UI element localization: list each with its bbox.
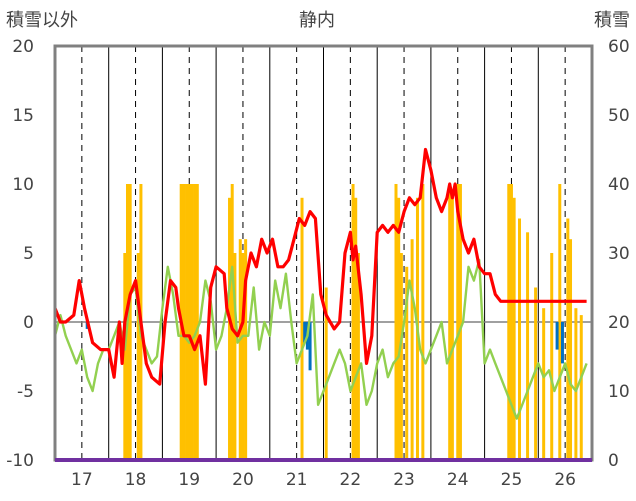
snow-bar	[569, 239, 573, 460]
snow-bar	[241, 253, 245, 460]
snow-bar	[397, 197, 401, 461]
snow-bar	[574, 308, 578, 460]
x-tick-label: 21	[286, 470, 308, 490]
snow-bar	[228, 197, 232, 461]
snow-bar	[405, 266, 409, 460]
snow-bar	[526, 232, 530, 460]
snow-bar	[230, 184, 234, 460]
snow-bar	[190, 184, 194, 460]
y-right-tick-label: 10	[608, 382, 630, 402]
snow-bar	[195, 184, 199, 460]
snow-bar	[351, 184, 355, 460]
y-left-tick-label: -5	[17, 382, 34, 402]
negative-bar	[555, 322, 559, 350]
snow-bar	[128, 184, 132, 460]
x-tick-label: 25	[501, 470, 523, 490]
y-left-tick-label: 5	[23, 244, 34, 264]
snow-bar	[518, 218, 522, 460]
x-tick-label: 18	[125, 470, 147, 490]
y-left-tick-label: 15	[12, 106, 34, 126]
snow-bar	[136, 253, 140, 460]
snow-bar	[410, 239, 414, 460]
snow-bar	[244, 239, 248, 460]
snow-bar	[579, 315, 583, 460]
snow-bar	[448, 184, 452, 460]
snow-bar	[123, 253, 127, 460]
snow-bar	[507, 184, 511, 460]
snow-bar	[399, 253, 403, 460]
x-tick-label: 19	[178, 470, 200, 490]
snow-bar	[542, 308, 546, 460]
negative-bar	[303, 322, 307, 343]
x-tick-label: 22	[340, 470, 362, 490]
y-right-tick-label: 30	[608, 244, 630, 264]
y-right-tick-label: 40	[608, 175, 630, 195]
snow-bar	[456, 184, 460, 460]
y-right-tick-label: 50	[608, 106, 630, 126]
series-line	[53, 147, 587, 386]
y-left-tick-label: 0	[23, 313, 34, 333]
snow-bar	[566, 218, 570, 460]
frame-layer	[53, 44, 594, 462]
y-right-tick-label: 20	[608, 313, 630, 333]
snow-bar	[450, 197, 454, 461]
snow-bar	[233, 253, 237, 460]
snow-bar	[193, 184, 197, 460]
snow-bar	[187, 184, 191, 460]
snow-bar	[324, 287, 328, 460]
snow-bar	[534, 287, 538, 460]
negative-bar	[308, 322, 312, 371]
x-tick-label: 17	[71, 470, 93, 490]
chart-title: 静内	[299, 10, 335, 31]
y-left-tick-label: -10	[6, 451, 34, 471]
y-right-tick-label: 60	[608, 37, 630, 57]
snow-bar	[238, 239, 242, 460]
snow-bar	[509, 184, 513, 460]
lines-layer	[53, 147, 588, 420]
snow-bar	[182, 184, 186, 460]
snow-bar	[300, 197, 304, 461]
x-tick-label: 24	[447, 470, 469, 490]
snow-bar	[512, 197, 516, 461]
snow-bar	[185, 184, 189, 460]
snow-bar	[550, 253, 554, 460]
y-left-tick-label: 10	[12, 175, 34, 195]
snow-bar	[421, 184, 425, 460]
left-axis-label: 積雪以外	[6, 10, 78, 31]
snow-bar	[356, 253, 360, 460]
y-left-tick-label: 20	[12, 37, 34, 57]
y-right-tick-label: 0	[608, 451, 619, 471]
snow-bar	[458, 184, 462, 460]
negative-bar	[560, 322, 564, 364]
snow-bar	[558, 184, 562, 460]
snow-bar	[354, 197, 358, 461]
x-tick-label: 23	[393, 470, 415, 490]
x-tick-label: 20	[232, 470, 254, 490]
right-axis-label: 積雪	[594, 10, 630, 31]
x-tick-label: 26	[554, 470, 576, 490]
snow-bar	[394, 184, 398, 460]
